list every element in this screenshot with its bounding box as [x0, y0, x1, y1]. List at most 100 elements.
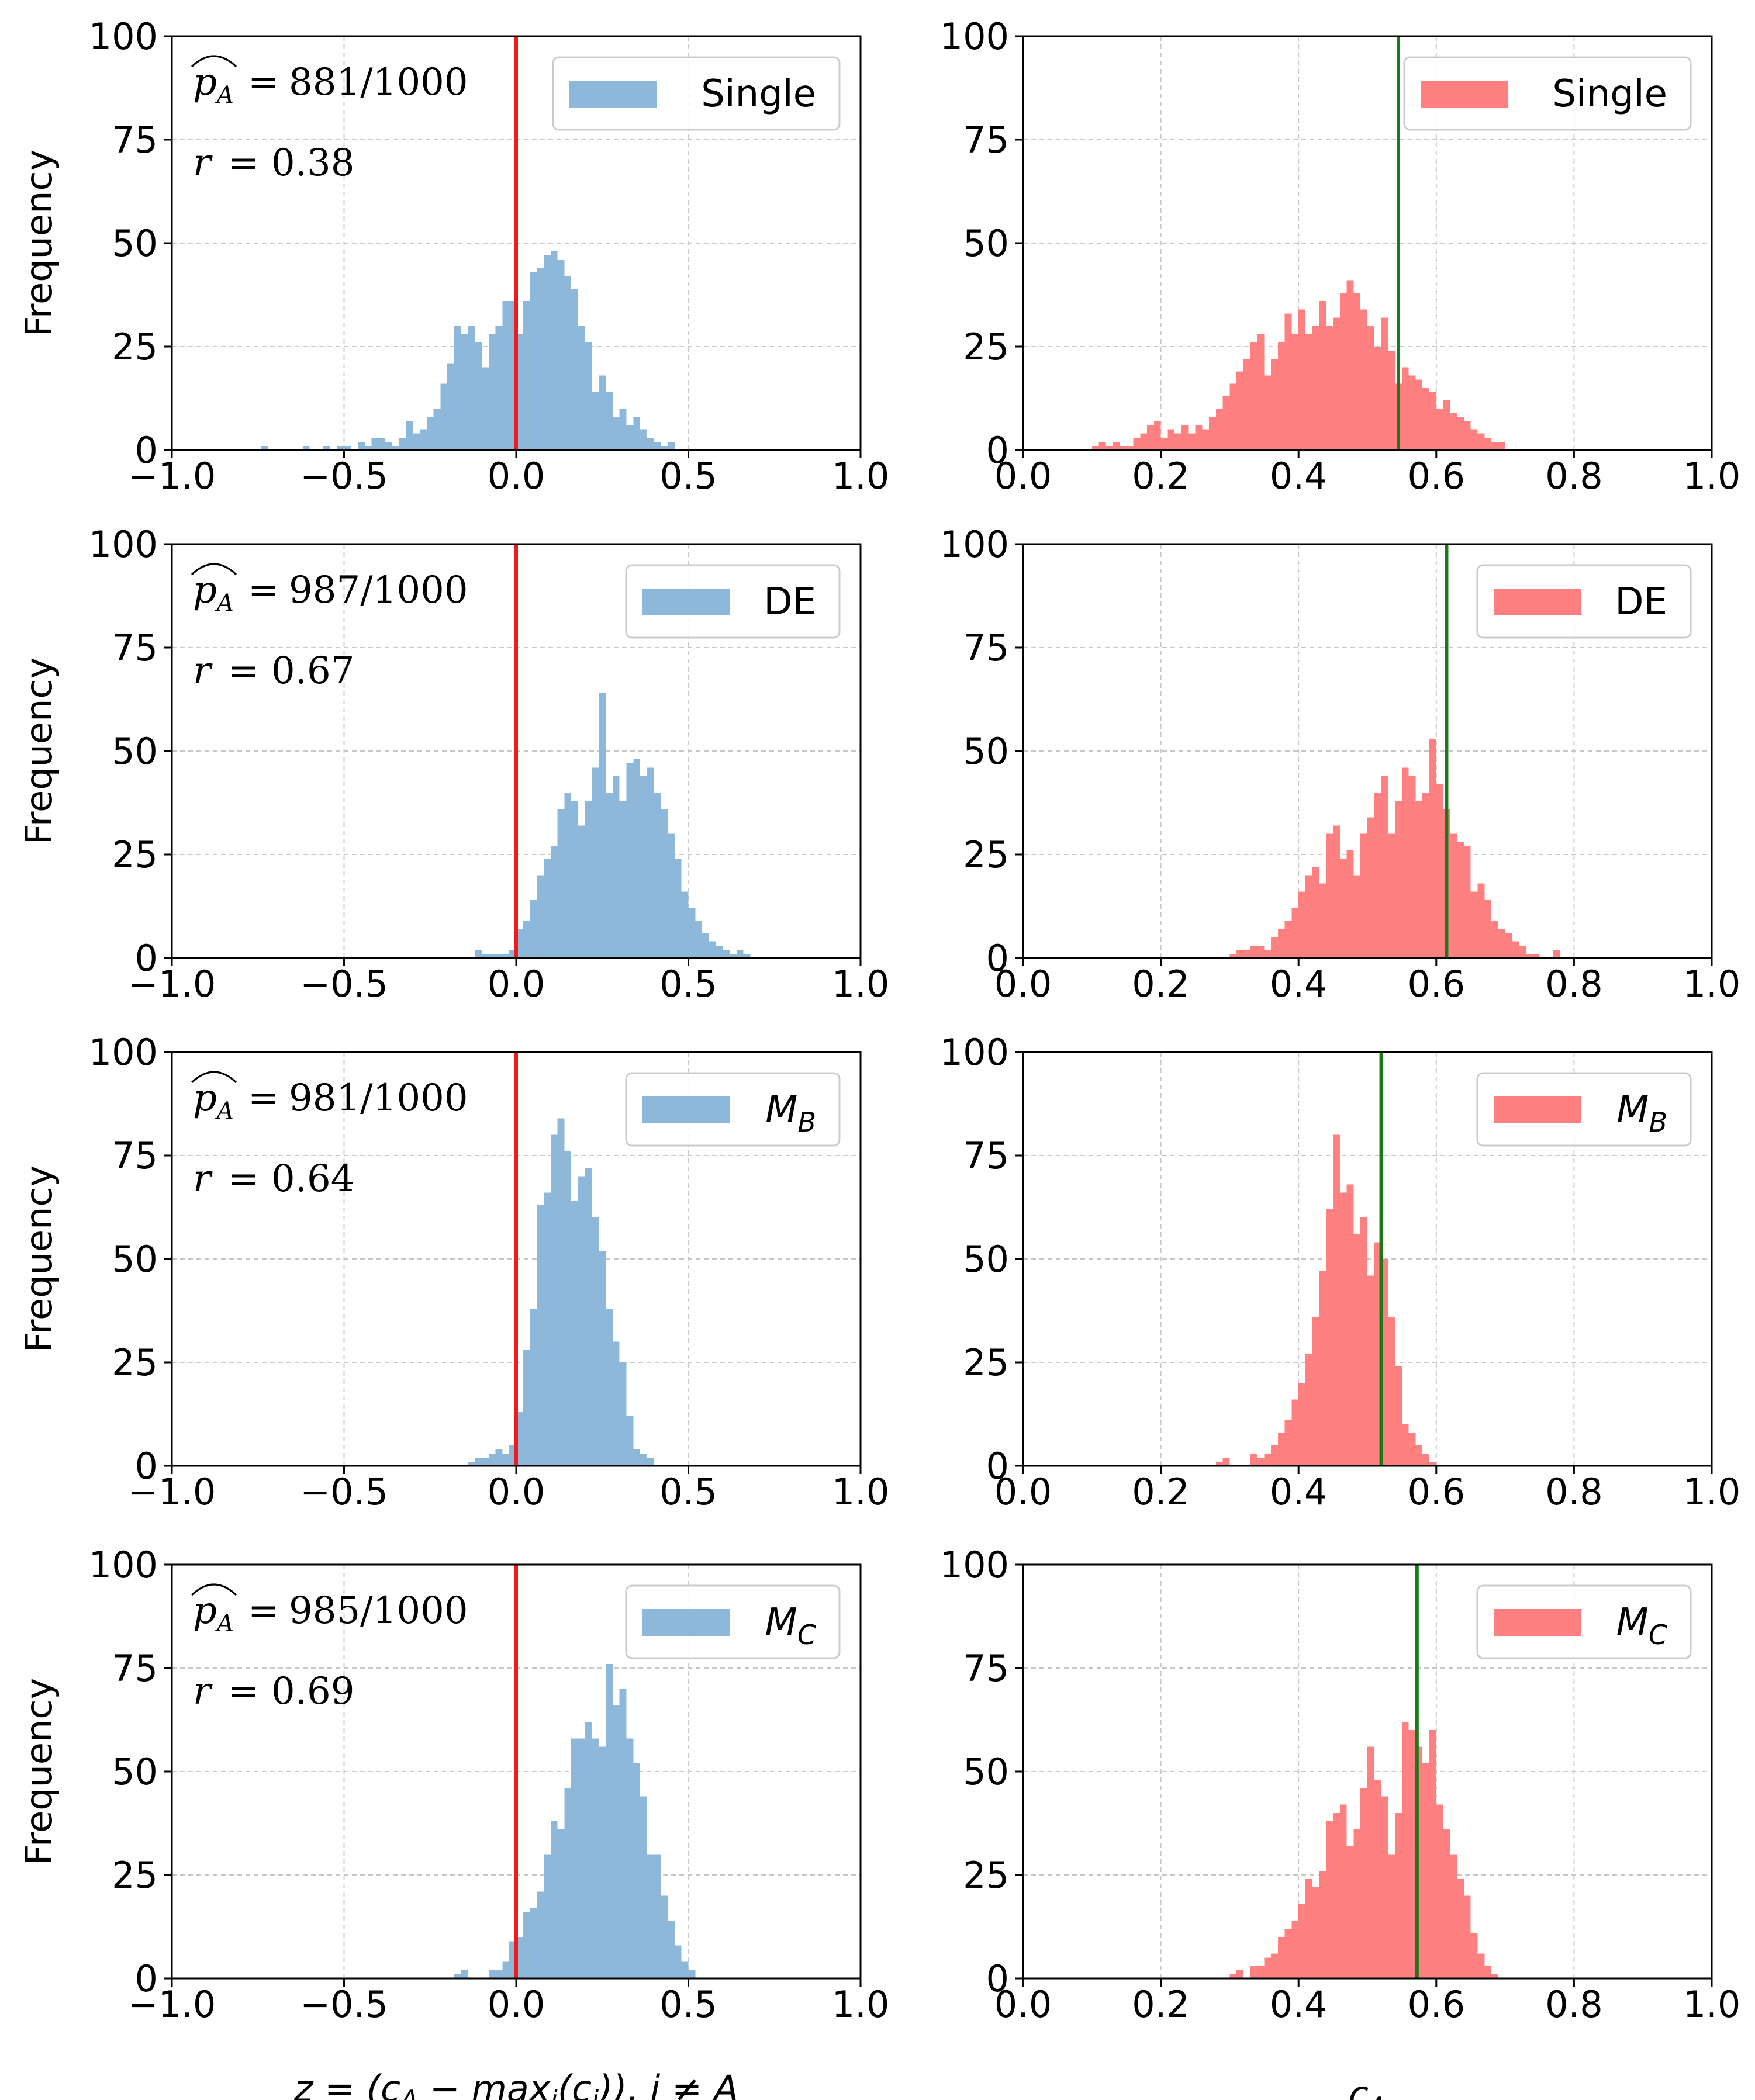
histogram-bar: [1312, 1887, 1319, 1978]
y-tick-label: 25: [963, 1341, 1009, 1384]
histogram-bar: [426, 417, 434, 450]
histogram-bar: [1360, 1788, 1367, 1978]
histogram-bar: [1312, 326, 1319, 450]
histogram-bar: [1277, 929, 1285, 958]
y-tick-label: 50: [112, 222, 158, 265]
histogram-bar: [619, 409, 627, 450]
legend: DE: [1476, 564, 1692, 639]
histogram-bar: [661, 1895, 668, 1978]
histogram-bar: [736, 949, 744, 958]
histogram-bar: [640, 429, 647, 450]
histogram-bar: [1298, 1383, 1305, 1466]
y-tick-label: 100: [89, 15, 158, 58]
histogram-bar: [523, 1912, 530, 1978]
histogram-bar: [1381, 317, 1388, 450]
histogram-bar: [495, 1449, 503, 1466]
legend-box: [1476, 1584, 1692, 1659]
histogram-bars: [1229, 738, 1560, 958]
histogram-bar: [358, 441, 365, 450]
histogram-bar: [544, 255, 551, 450]
histogram-bar: [1353, 875, 1361, 958]
histogram-bar: [1457, 842, 1464, 958]
histogram-bar: [1470, 1933, 1478, 1978]
histogram-bar: [1491, 921, 1498, 958]
p-hat-label: pA: [193, 1589, 234, 1637]
histogram-bar: [406, 421, 413, 450]
histogram-bar: [475, 1457, 482, 1466]
histogram-bar: [1312, 867, 1319, 958]
histogram-bar: [1326, 326, 1333, 450]
histogram-bar: [1333, 317, 1340, 450]
annotation: pA = 987/1000 r = 0.67: [191, 563, 468, 693]
histogram-bar: [557, 1829, 565, 1978]
histogram-bar: [1277, 342, 1285, 450]
histogram-bar: [1119, 445, 1127, 450]
histogram-bar: [1284, 1420, 1292, 1466]
r-label: r: [193, 1670, 213, 1713]
histogram-bar: [1401, 1424, 1409, 1466]
histogram-bar: [1160, 437, 1168, 450]
histogram-bar: [1401, 367, 1409, 450]
histogram-bar: [1374, 1780, 1381, 1978]
histogram-bar: [564, 1788, 572, 1978]
y-tick-label: 25: [112, 833, 158, 876]
histogram-bar: [1236, 949, 1243, 958]
histogram-bar: [1326, 833, 1333, 958]
histogram-bar: [1291, 1399, 1299, 1466]
legend-label: MC: [1616, 1601, 1667, 1651]
histogram-bar: [1264, 949, 1272, 958]
histogram-bar: [440, 383, 448, 450]
histogram-bar: [1484, 1966, 1492, 1978]
histogram-bar: [681, 891, 689, 958]
histogram-bar: [633, 1763, 641, 1978]
histogram-bar: [1408, 1433, 1416, 1466]
histogram-bar: [1436, 784, 1443, 958]
histogram-bar: [516, 1411, 523, 1466]
histogram-bar: [619, 1362, 627, 1466]
histogram-bar: [1484, 437, 1492, 450]
histogram-bar: [1415, 1746, 1423, 1978]
histogram-bar: [585, 1168, 592, 1466]
histogram-bar: [1395, 800, 1402, 958]
x-tick-label: 1.0: [1683, 1471, 1741, 1513]
histogram-bar: [1374, 347, 1381, 450]
histogram-bar: [619, 800, 627, 958]
x-tick-label: 0.4: [1270, 1983, 1328, 2026]
legend-swatch: [1421, 81, 1508, 108]
histogram-bar: [433, 409, 441, 450]
equals-sign: =: [248, 61, 279, 104]
histogram-bar: [482, 953, 489, 958]
y-tick-label: 50: [112, 1238, 158, 1281]
histogram-bar: [1312, 1317, 1319, 1466]
histogram-bar: [1291, 908, 1299, 958]
histogram-bar: [612, 1705, 620, 1978]
histogram-bar: [475, 342, 482, 450]
histogram-bar: [1319, 1271, 1326, 1466]
x-tick-label: 1.0: [1683, 455, 1741, 497]
histogram-bar: [544, 859, 551, 958]
histogram-bar: [1236, 371, 1243, 450]
histogram-bar: [1346, 1846, 1354, 1978]
histogram-bar: [1264, 1957, 1272, 1978]
histogram-bar: [385, 441, 392, 450]
histogram-bar: [1298, 891, 1305, 958]
histogram-bar: [1105, 445, 1113, 450]
x-tick-label: 0.4: [1270, 963, 1328, 1005]
histogram-bar: [1305, 334, 1312, 450]
histogram-bar: [1429, 1730, 1436, 1978]
histogram-bar: [1126, 445, 1134, 450]
x-tick-label: 0.0: [488, 1471, 545, 1513]
annotation: pA = 981/1000 r = 0.64: [191, 1071, 468, 1201]
histogram-bars: [1091, 280, 1505, 450]
histogram-bar: [723, 949, 730, 958]
panel-confidence-single: 0.0 0.2 0.4 0.6 0.8 1.0 0 25 50 75 100 Single: [940, 15, 1741, 497]
histogram-bar: [578, 825, 585, 958]
histogram-bar: [523, 301, 530, 450]
histogram-bar: [502, 1961, 510, 1978]
y-tick-label: 0: [986, 1957, 1009, 2000]
histogram-bar: [1463, 421, 1471, 450]
y-tick-label: 100: [940, 523, 1009, 566]
histogram-bar: [612, 776, 620, 958]
histogram-bar: [378, 437, 386, 450]
histogram-bar: [1215, 1461, 1223, 1466]
